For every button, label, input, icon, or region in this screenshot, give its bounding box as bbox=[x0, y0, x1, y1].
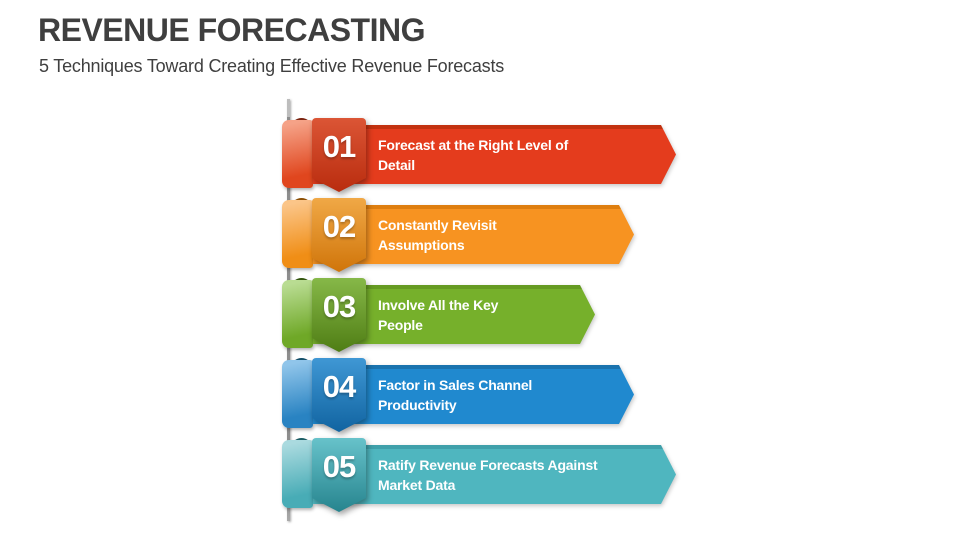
step-number: 04 bbox=[322, 369, 356, 404]
ribbon-strip bbox=[282, 120, 313, 188]
banner-bar: Factor in Sales Channel Productivity bbox=[313, 365, 634, 424]
ribbon-strip bbox=[282, 360, 313, 428]
number-badge: 04 bbox=[312, 358, 366, 432]
technique-item-2: Constantly Revisit Assumptions 02 bbox=[282, 198, 682, 278]
step-number: 02 bbox=[322, 209, 356, 244]
technique-label: Ratify Revenue Forecasts Against Market … bbox=[378, 456, 598, 493]
technique-item-4: Factor in Sales Channel Productivity 04 bbox=[282, 358, 682, 438]
technique-label: Involve All the Key People bbox=[378, 296, 499, 333]
ribbon-strip bbox=[282, 200, 313, 268]
banner-bar: Ratify Revenue Forecasts Against Market … bbox=[313, 445, 676, 504]
technique-label: Forecast at the Right Level of Detail bbox=[378, 136, 569, 173]
technique-label: Constantly Revisit Assumptions bbox=[378, 216, 497, 253]
page-title: REVENUE FORECASTING bbox=[38, 12, 425, 48]
slide-header: REVENUE FORECASTING 5 Techniques Toward … bbox=[38, 12, 504, 77]
step-number: 05 bbox=[322, 449, 356, 484]
ribbon-strip bbox=[282, 280, 313, 348]
page-subtitle: 5 Techniques Toward Creating Effective R… bbox=[39, 56, 505, 76]
technique-item-3: Involve All the Key People 03 bbox=[282, 278, 682, 358]
technique-label: Factor in Sales Channel Productivity bbox=[378, 376, 533, 413]
number-badge: 05 bbox=[312, 438, 366, 512]
technique-item-1: Forecast at the Right Level of Detail 01 bbox=[282, 118, 682, 198]
step-number: 03 bbox=[322, 289, 356, 324]
banner-bar: Forecast at the Right Level of Detail bbox=[313, 125, 676, 184]
number-badge: 01 bbox=[312, 118, 366, 192]
ribbon-strip bbox=[282, 440, 313, 508]
number-badge: 02 bbox=[312, 198, 366, 272]
banner-bar: Constantly Revisit Assumptions bbox=[313, 205, 634, 264]
technique-item-5: Ratify Revenue Forecasts Against Market … bbox=[282, 438, 682, 518]
step-number: 01 bbox=[322, 129, 356, 164]
number-badge: 03 bbox=[312, 278, 366, 352]
